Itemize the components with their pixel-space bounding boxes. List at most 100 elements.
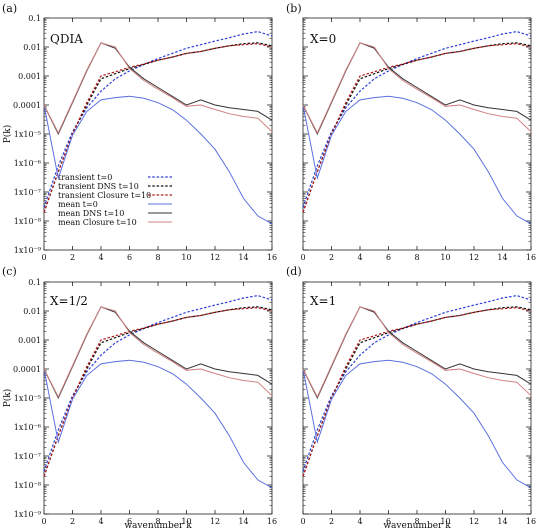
y-tick-label: 0.1 [28, 14, 41, 23]
panel-a-label: (a) [2, 2, 17, 15]
panel-0-marks: 0 2 4 6 8 10 12 14 16 1x10⁻⁹ 1x10⁻⁸ 1x10⁻⁷ 1x10⁻⁶ 1x1… [13, 14, 277, 262]
panel-c-frame [43, 281, 273, 515]
panel-a-ylabel: P(k) [2, 125, 13, 144]
series-line-mean-closure-t-10 [43, 42, 273, 134]
series-line-mean-t-0 [43, 95, 273, 225]
series-line-mean-closure-t-10 [43, 306, 273, 398]
chart-marks: 0 2 4 6 8 10 12 14 16 1x10⁻⁹ 1x10⁻⁸ 1x10⁻⁷ 1x10⁻⁶ 1x1… [13, 14, 536, 526]
legend-swatches [148, 176, 172, 223]
x-tick-label: 10 [181, 517, 191, 526]
panel-d-xlabel: wavenumber k [383, 521, 451, 530]
x-tick-label: 10 [440, 253, 450, 262]
panel-d: (d) X=1 wavenumber k [286, 265, 532, 530]
y-tick-label: 1x10⁻⁶ [14, 423, 41, 432]
x-tick-label: 8 [155, 517, 160, 526]
y-tick-label: 1x10⁻⁵ [14, 130, 41, 139]
x-tick-label: 0 [300, 517, 305, 526]
panel-c-label: (c) [2, 265, 17, 278]
x-tick-label: 12 [210, 253, 220, 262]
y-tick-label: 0.01 [23, 307, 41, 316]
panel-b-frame [302, 17, 532, 251]
x-tick-label: 8 [155, 253, 160, 262]
x-tick-label: 16 [526, 253, 536, 262]
x-tick-label: 12 [469, 253, 479, 262]
legend-label-4: mean DNS t=10 [58, 209, 124, 218]
y-tick-label: 0.0001 [13, 101, 41, 110]
y-tick-label: 1x10⁻⁹ [14, 510, 42, 519]
panel-c-title: X=1/2 [50, 294, 88, 308]
panel-c-ylabel: P(k) [2, 389, 13, 408]
x-tick-label: 16 [267, 253, 277, 262]
series-line-mean-t-0 [302, 359, 532, 489]
series-line-transient-t-0 [43, 294, 273, 472]
x-tick-label: 6 [386, 517, 391, 526]
y-tick-label: 1x10⁻⁸ [14, 217, 41, 226]
panel-2-marks: 0 2 4 6 8 10 12 14 16 1x10⁻⁹ 1x10⁻⁸ 1x10⁻⁷ 1x10⁻⁶ 1x1… [13, 278, 277, 526]
panel-1-marks: 0 2 4 6 8 10 12 14 16 [300, 17, 536, 262]
x-tick-label: 14 [497, 253, 507, 262]
series-line-transient-t-0 [302, 294, 532, 472]
x-tick-label: 16 [267, 517, 277, 526]
x-tick-label: 12 [469, 517, 479, 526]
x-tick-label: 16 [526, 517, 536, 526]
x-tick-label: 2 [329, 253, 334, 262]
series-line-transient-dns-t-10 [43, 306, 273, 477]
x-tick-label: 6 [127, 517, 132, 526]
x-tick-label: 4 [98, 253, 103, 262]
series-line-transient-closure-t-10 [43, 43, 273, 213]
panel-a-title: QDIA [50, 32, 83, 46]
panel-c-xlabel: wavenumber k [124, 521, 192, 530]
y-tick-label: 0.01 [23, 43, 41, 52]
legend-label-3: mean t=0 [58, 200, 98, 209]
panel-b: (b) X=0 [286, 2, 532, 251]
y-tick-label: 1x10⁻⁵ [14, 394, 41, 403]
x-tick-label: 14 [238, 253, 248, 262]
legend-label-5: mean Closure t=10 [58, 218, 137, 227]
series-line-mean-t-0 [43, 359, 273, 489]
y-tick-label: 1x10⁻⁶ [14, 159, 41, 168]
y-tick-label: 0.0001 [13, 365, 41, 374]
panel-b-label: (b) [286, 2, 302, 15]
x-tick-label: 14 [238, 517, 248, 526]
series-line-mean-t-0 [302, 95, 532, 225]
x-tick-label: 4 [357, 253, 362, 262]
panel-c: (c) X=1/2 P(k) wavenumber k [2, 265, 273, 530]
x-tick-label: 2 [329, 517, 334, 526]
y-tick-label: 0.001 [18, 72, 41, 81]
series-line-transient-closure-t-10 [302, 307, 532, 477]
y-tick-label: 1x10⁻⁷ [14, 452, 41, 461]
x-tick-label: 14 [497, 517, 507, 526]
series-line-mean-closure-t-10 [302, 306, 532, 398]
panel-d-frame [302, 281, 532, 515]
y-tick-label: 1x10⁻⁹ [14, 246, 42, 255]
panel-d-label: (d) [286, 265, 302, 278]
series-line-transient-dns-t-10 [43, 42, 273, 213]
x-tick-label: 12 [210, 517, 220, 526]
legend-label-2: transient Closure t=10 [58, 191, 151, 200]
y-tick-label: 0.1 [28, 278, 41, 287]
x-tick-label: 4 [98, 517, 103, 526]
series-line-transient-t-0 [302, 30, 532, 208]
x-tick-label: 2 [70, 517, 75, 526]
x-tick-label: 4 [357, 517, 362, 526]
x-tick-label: 8 [414, 517, 419, 526]
panel-a: (a) QDIA P(k) [2, 2, 273, 251]
x-tick-label: 0 [41, 253, 46, 262]
series-line-transient-dns-t-10 [302, 42, 532, 213]
x-tick-label: 8 [414, 253, 419, 262]
x-tick-label: 10 [181, 253, 191, 262]
x-tick-label: 6 [127, 253, 132, 262]
x-tick-label: 2 [70, 253, 75, 262]
legend-label-1: transient DNS t=10 [58, 182, 139, 191]
y-tick-label: 1x10⁻⁸ [14, 481, 41, 490]
panel-b-title: X=0 [310, 32, 336, 46]
x-tick-label: 0 [300, 253, 305, 262]
x-tick-label: 0 [41, 517, 46, 526]
panel-d-title: X=1 [310, 294, 336, 308]
series-line-transient-dns-t-10 [302, 306, 532, 477]
series-line-transient-closure-t-10 [43, 307, 273, 477]
legend-label-0: transient t=0 [58, 173, 112, 182]
y-tick-label: 1x10⁻⁷ [14, 188, 41, 197]
x-tick-label: 10 [440, 517, 450, 526]
